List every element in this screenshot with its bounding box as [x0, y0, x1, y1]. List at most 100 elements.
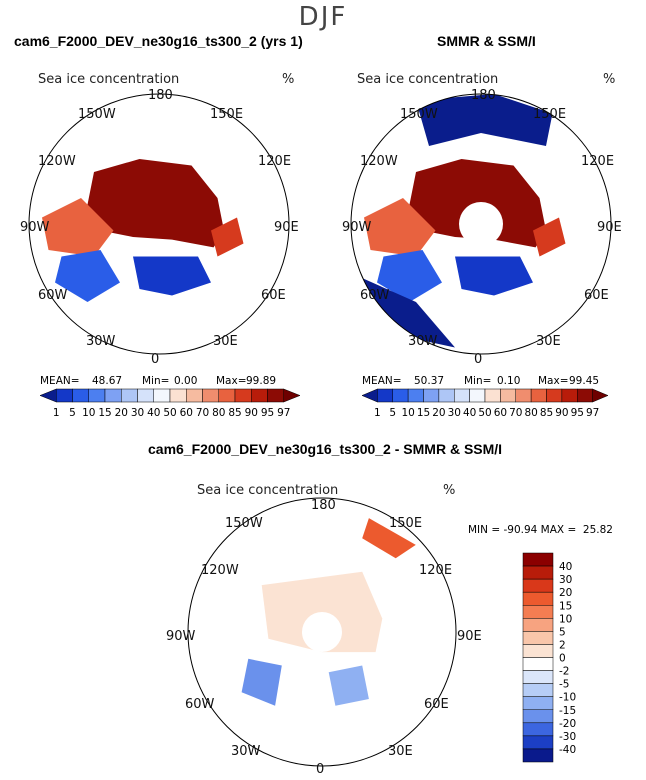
panel1-lon-30e: 30E	[213, 334, 238, 349]
panel2-units: %	[603, 72, 616, 87]
hudson-bay-ice	[42, 198, 114, 257]
diff-negative-east	[328, 665, 369, 706]
colorbar-tick-label: 90	[555, 407, 568, 419]
colorbar-tick-label: 5	[559, 626, 566, 638]
colorbar-tick-label: -30	[559, 731, 576, 743]
panel2-lon-180: 180	[471, 88, 496, 103]
panel3-lon-30w: 30W	[231, 744, 261, 759]
diff-positive	[362, 518, 416, 559]
colorbar-tick-label: 80	[524, 407, 537, 419]
map-field	[42, 159, 244, 302]
panel1-lon-0: 0	[151, 352, 160, 367]
colorbar-tick-label: 80	[212, 407, 225, 419]
colorbar-tick-label: 30	[131, 407, 144, 419]
map-boundary	[28, 93, 290, 355]
colorbar-swatch	[522, 618, 554, 632]
panel3-lon-120e: 120E	[419, 563, 453, 578]
panel2-lon-150w: 150W	[400, 107, 438, 122]
colorbar-tick-label: 20	[432, 407, 445, 419]
colorbar-swatch	[522, 735, 554, 750]
colorbar-swatch	[522, 644, 554, 658]
colorbar-tick-label: 95	[571, 407, 584, 419]
panel1-lon-30w: 30W	[86, 334, 116, 349]
colorbar-tick-label: 5	[69, 407, 76, 419]
kara-sea-ice	[533, 217, 566, 257]
panel1-lon-150e: 150E	[210, 107, 244, 122]
colorbar-tick-label: 70	[196, 407, 209, 419]
panel1-lon-180: 180	[148, 88, 173, 103]
panel3-lon-30e: 30E	[388, 744, 413, 759]
panel1-units: %	[282, 72, 295, 87]
colorbar-tick-label: 0	[559, 653, 566, 665]
pole-hole	[302, 612, 342, 652]
panel3-units: %	[443, 483, 456, 498]
panel3-lon-150e: 150E	[389, 516, 423, 531]
colorbar-tick-label: 70	[509, 407, 522, 419]
panel1-lon-90w: 90W	[20, 220, 50, 235]
panel1-lon-90e: 90E	[274, 220, 299, 235]
panel1-lon-150w: 150W	[78, 107, 116, 122]
panel1-lon-120w: 120W	[38, 154, 76, 169]
map-boundary	[187, 497, 457, 767]
panel2-lon-90e: 90E	[597, 220, 622, 235]
colorbar-swatch	[522, 696, 554, 710]
panel1-max-label: Max=	[216, 375, 247, 387]
panel3-lon-60w: 60W	[185, 697, 215, 712]
colorbar-tick-label: 30	[559, 574, 572, 586]
colorbar-swatch	[522, 578, 554, 593]
panel1-mean-label: MEAN=	[40, 375, 80, 387]
colorbar-tick-label: 97	[586, 407, 599, 419]
panel2-mean-value: 50.37	[414, 375, 445, 387]
season-title: DJF	[298, 2, 348, 32]
panel1-title: cam6_F2000_DEV_ne30g16_ts300_2 (yrs 1)	[14, 33, 303, 49]
colorbar-tick-label: 10	[82, 407, 95, 419]
colorbar-tick-label: -10	[559, 692, 576, 704]
map-boundary	[350, 93, 612, 355]
colorbar-swatch	[522, 591, 554, 606]
panel2-title: SMMR & SSM/I	[437, 33, 536, 49]
hudson-bay-ice	[364, 198, 436, 257]
colorbar-swatch	[522, 657, 554, 671]
colorbar-tick-label: 1	[374, 407, 381, 419]
colorbar-high-end	[592, 388, 609, 403]
panel1-mean-value: 48.67	[92, 375, 123, 387]
colorbar-tick-label: 50	[163, 407, 176, 419]
colorbar-tick-label: 90	[245, 407, 258, 419]
panel1-lon-120e: 120E	[258, 154, 292, 169]
colorbar-tick-label: 40	[559, 561, 572, 573]
panel1-subtitle: Sea ice concentration	[38, 72, 180, 87]
colorbar-swatch	[522, 748, 554, 763]
colorbar-tick-label: -15	[559, 705, 576, 717]
diff-neutral	[261, 571, 383, 653]
colorbar-tick-label: 85	[228, 407, 241, 419]
panel2-lon-60w: 60W	[360, 288, 390, 303]
panel2-lon-120e: 120E	[581, 154, 615, 169]
colorbar-tick-label: 85	[540, 407, 553, 419]
colorbar-high-end	[283, 388, 301, 403]
panel2-lon-30e: 30E	[536, 334, 561, 349]
colorbar-tick-label: 40	[147, 407, 160, 419]
colorbar-tick-label: 20	[559, 587, 572, 599]
colorbar-tick-label: 60	[180, 407, 193, 419]
colorbar-tick-label: 10	[559, 613, 572, 625]
panel2-mean-label: MEAN=	[362, 375, 402, 387]
colorbar-swatch	[522, 565, 554, 580]
colorbar-tick-label: -40	[559, 744, 576, 756]
colorbar-tick-label: 10	[401, 407, 414, 419]
panel2-max-label: Max=	[538, 375, 569, 387]
colorbar-swatch	[522, 722, 554, 737]
panel2-lon-60e: 60E	[584, 288, 609, 303]
diff-negative-west	[241, 658, 282, 706]
greenland-sea-low	[133, 256, 211, 296]
panel2-lon-0: 0	[474, 352, 483, 367]
colorbar-swatch	[522, 683, 554, 697]
panel3-subtitle: Sea ice concentration	[197, 483, 339, 498]
panel2-lon-120w: 120W	[360, 154, 398, 169]
panel3-lon-150w: 150W	[225, 516, 263, 531]
colorbar-swatch	[522, 670, 554, 684]
panel1-min-value: 0.00	[174, 375, 198, 387]
